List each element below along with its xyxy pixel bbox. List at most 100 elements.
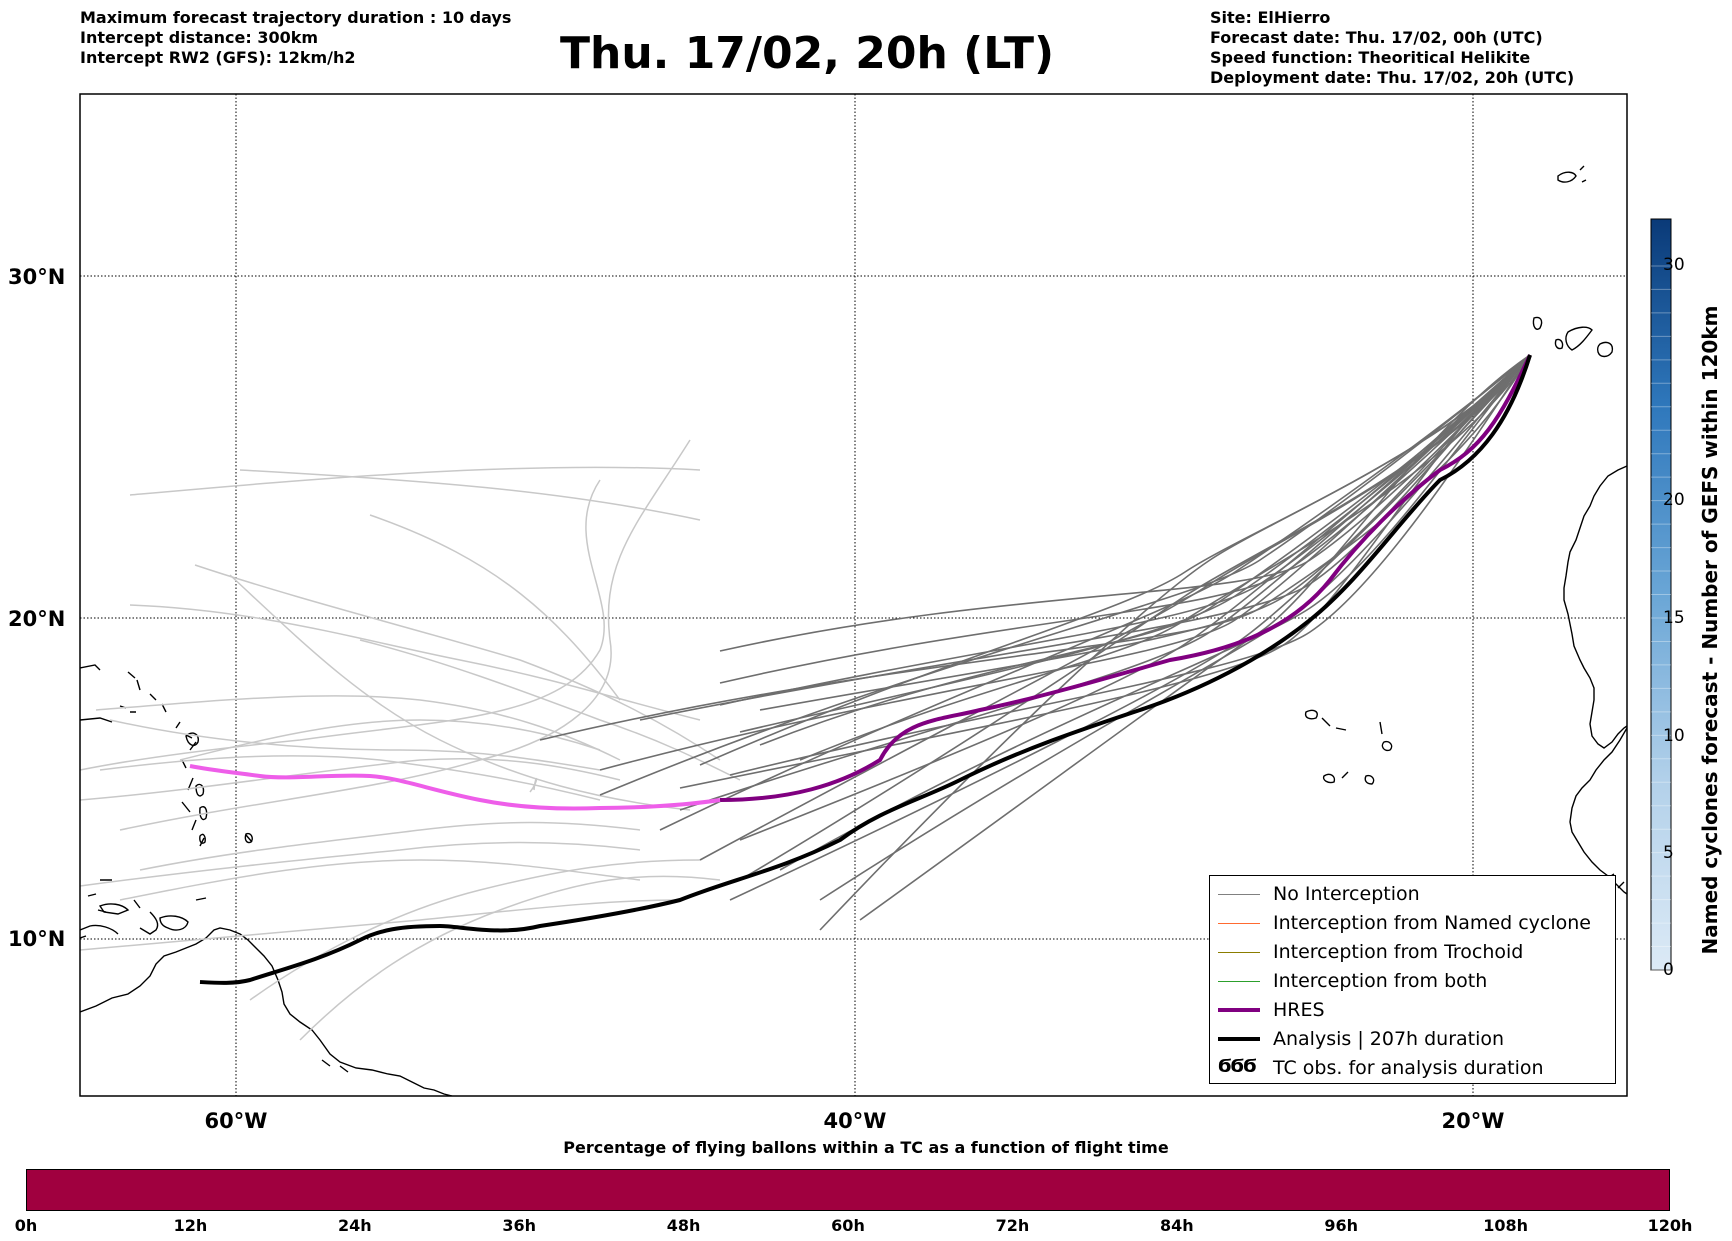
header-line-forecast-date: Forecast date: Thu. 17/02, 00h (UTC) <box>1210 28 1543 47</box>
colorbar-label: Named cyclones forecast - Number of GEFS… <box>1698 305 1722 955</box>
lon-label-20w: 20°W <box>1442 1109 1505 1133</box>
timeline-tick-label: 48h <box>666 1216 701 1235</box>
colorbar <box>1650 218 1672 971</box>
lat-label-10n: 10°N <box>8 927 65 951</box>
map-frame <box>79 93 1628 1097</box>
coastline-abc-islands <box>87 879 141 913</box>
trajectory-no-interception-far <box>359 639 741 781</box>
trajectory-no-interception <box>729 354 1531 901</box>
coastline-trinidad-mainland <box>80 924 119 939</box>
coastline-barbados <box>244 832 253 844</box>
legend-item-no-interception: No Interception <box>1210 880 1615 909</box>
trajectory-no-interception-far <box>179 719 601 761</box>
lon-label-40w: 40°W <box>824 1109 887 1133</box>
trajectory-no-interception-far <box>369 514 621 701</box>
cyclone-symbol-icon: ϬϬϬ <box>1218 1056 1257 1077</box>
coastline-venezuela <box>80 927 453 1096</box>
coastline-curacao <box>98 903 130 915</box>
coastline-canary-lanzarote <box>1532 316 1543 330</box>
legend: No Interception Interception from Named … <box>1209 875 1616 1084</box>
timeline-tick-label: 120h <box>1647 1216 1693 1235</box>
legend-item-named-cyclone: Interception from Named cyclone <box>1210 909 1615 938</box>
timeline-tick-label: 24h <box>337 1216 372 1235</box>
lat-label-30n: 30°N <box>8 265 65 289</box>
trajectory-group-main <box>189 354 1532 985</box>
trajectory-no-interception-far <box>129 604 701 721</box>
trajectory-no-interception-far <box>129 466 701 496</box>
trajectory-no-interception-far <box>119 859 641 901</box>
trajectory-no-interception <box>599 354 1531 771</box>
timeline-bar <box>26 1169 1670 1211</box>
timeline-tick-label: 0h <box>14 1216 38 1235</box>
trajectory-no-interception-far <box>119 439 691 831</box>
coastline-trinidad <box>159 915 189 931</box>
colorbar-tick-20: 20 <box>1663 490 1685 510</box>
colorbar-tick-30: 30 <box>1663 255 1685 275</box>
legend-item-hres: HRES <box>1210 996 1615 1025</box>
trajectory-no-interception <box>699 354 1531 766</box>
coastline-dominica <box>195 783 205 797</box>
coastline-canary-tenerife <box>1565 326 1593 351</box>
lon-label-60w: 60°W <box>205 1109 268 1133</box>
coastline-madeira <box>1557 165 1587 183</box>
trajectory-no-interception-far <box>80 841 641 887</box>
header-line-site: Site: ElHierro <box>1210 8 1331 27</box>
legend-label-trochoid: Interception from Trochoid <box>1273 941 1524 963</box>
timeline-title: Percentage of flying ballons within a TC… <box>563 1138 1169 1157</box>
legend-label-no-interception: No Interception <box>1273 883 1420 905</box>
coastline-tobago <box>195 897 207 901</box>
lat-label-20n: 20°N <box>8 607 65 631</box>
trajectory-no-interception-far <box>80 899 681 951</box>
legend-item-trochoid: Interception from Trochoid <box>1210 938 1615 967</box>
legend-swatch-both <box>1218 981 1260 982</box>
lat-axis-labels: 30°N 20°N 10°N <box>8 265 65 951</box>
trajectory-no-interception <box>759 354 1531 711</box>
coastline-canary-gran-canaria <box>1596 341 1614 358</box>
header-line-duration: Maximum forecast trajectory duration : 1… <box>80 8 512 27</box>
header-line-deployment-date: Deployment date: Thu. 17/02, 20h (UTC) <box>1210 68 1575 87</box>
legend-label-analysis: Analysis | 207h duration <box>1273 1028 1505 1050</box>
coastline-puerto-rico <box>80 717 113 723</box>
trajectory-no-interception <box>819 354 1531 901</box>
trajectory-no-interception-far <box>80 757 621 801</box>
trajectory-no-interception-far <box>299 875 721 1041</box>
header-left: Maximum forecast trajectory duration : 1… <box>80 8 511 68</box>
coastline-cape-verde <box>1304 709 1393 785</box>
legend-label-hres: HRES <box>1273 999 1325 1021</box>
timeline-tick-label: 84h <box>1159 1216 1194 1235</box>
legend-swatch-hres <box>1218 1008 1260 1012</box>
trajectory-group-nointercept-far <box>80 439 741 1041</box>
header-line-distance: Intercept distance: 300km <box>80 28 319 47</box>
trajectory-no-interception <box>659 354 1531 831</box>
trajectory-no-interception <box>599 354 1531 796</box>
colorbar-tick-5: 5 <box>1663 843 1674 863</box>
hres-trajectory <box>719 354 1532 802</box>
legend-item-both: Interception from both <box>1210 967 1615 996</box>
legend-label-named-cyclone: Interception from Named cyclone <box>1273 912 1591 934</box>
legend-label-tc-obs: TC obs. for analysis duration <box>1273 1057 1544 1079</box>
colorbar-ticks <box>1651 265 1671 971</box>
header-line-speed-function: Speed function: Theoritical Helikite <box>1210 48 1531 67</box>
coastline-guyana <box>321 1059 349 1073</box>
header-line-intercept: Intercept RW2 (GFS): 12km/h2 <box>80 48 356 67</box>
legend-swatch-analysis <box>1218 1037 1260 1041</box>
analysis-trajectory <box>199 354 1532 985</box>
header-right: Site: ElHierro Forecast date: Thu. 17/02… <box>1210 8 1574 88</box>
legend-label-both: Interception from both <box>1273 970 1488 992</box>
trajectory-group-nointercept <box>539 354 1531 931</box>
legend-item-tc-obs: ϬϬϬ TC obs. for analysis duration <box>1210 1054 1615 1083</box>
lon-axis-labels: 60°W 40°W 20°W <box>205 1109 1505 1133</box>
trajectory-no-interception-far <box>529 777 538 793</box>
timeline-tick-label: 36h <box>502 1216 537 1235</box>
timeline-tick-label: 12h <box>173 1216 208 1235</box>
trajectory-no-interception-far <box>80 479 605 771</box>
coastline-st-lucia <box>199 833 206 844</box>
legend-swatch-no-interception <box>1218 894 1260 895</box>
trajectory-no-interception-far <box>239 469 701 521</box>
colorbar-tick-15: 15 <box>1663 608 1685 628</box>
coastline-gulf-paria <box>139 911 159 935</box>
colorbar-tick-0: 0 <box>1663 960 1674 980</box>
legend-swatch-trochoid <box>1218 952 1260 953</box>
timeline-tick-label: 72h <box>995 1216 1030 1235</box>
colorbar-tick-10: 10 <box>1663 726 1685 746</box>
